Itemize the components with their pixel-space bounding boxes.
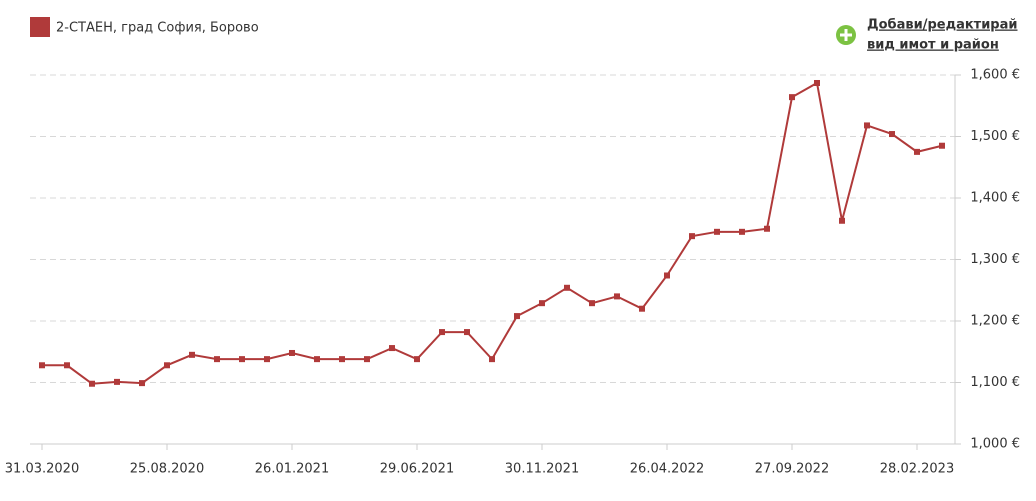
x-tick-label: 26.01.2021 xyxy=(255,462,329,477)
point xyxy=(189,351,195,358)
y-tick-label: 1,200 € xyxy=(970,314,1020,329)
point xyxy=(789,94,795,101)
point xyxy=(689,233,695,240)
y-tick-label: 1,100 € xyxy=(970,375,1020,390)
point xyxy=(889,131,895,138)
point xyxy=(589,300,595,307)
x-tick-label: 27.09.2022 xyxy=(755,462,829,477)
point xyxy=(314,356,320,363)
link-text[interactable]: вид имот и район xyxy=(867,38,999,53)
point xyxy=(64,362,70,369)
point xyxy=(764,225,770,232)
point xyxy=(564,284,570,291)
point xyxy=(814,79,820,86)
y-tick-label: 1,300 € xyxy=(970,252,1020,267)
point xyxy=(614,293,620,300)
legend-label: 2-СТАЕН, град София, Борово xyxy=(56,21,259,36)
point xyxy=(339,356,345,363)
point xyxy=(839,217,845,224)
add-icon-plus xyxy=(840,29,852,41)
series-line xyxy=(42,81,943,385)
point xyxy=(214,356,220,363)
x-tick-label: 31.03.2020 xyxy=(5,462,79,477)
y-tick-label: 1,400 € xyxy=(970,191,1020,206)
legend-swatch xyxy=(30,17,50,37)
point xyxy=(914,148,920,155)
point xyxy=(139,380,145,387)
point xyxy=(414,356,420,363)
link-text[interactable]: Добави/редактирай xyxy=(867,18,1018,33)
point xyxy=(489,356,495,363)
point xyxy=(114,378,120,385)
point xyxy=(639,305,645,312)
y-tick-label: 1,600 € xyxy=(970,68,1020,83)
point xyxy=(539,300,545,307)
point xyxy=(264,356,270,363)
x-tick-label: 28.02.2023 xyxy=(880,462,954,477)
point xyxy=(39,362,45,369)
point xyxy=(864,122,870,129)
point xyxy=(89,380,95,387)
x-tick-label: 26.04.2022 xyxy=(630,462,704,477)
add-link[interactable]: Добави/редактирай вид имот и район xyxy=(836,18,1018,53)
point xyxy=(289,349,295,356)
point xyxy=(439,329,445,336)
y-tick-label: 1,500 € xyxy=(970,129,1020,144)
point xyxy=(939,142,945,149)
point xyxy=(364,356,370,363)
x-tick-label: 29.06.2021 xyxy=(380,462,454,477)
y-tick-label: 1,000 € xyxy=(970,437,1020,452)
point xyxy=(239,356,245,363)
point xyxy=(514,313,520,320)
x-tick-label: 25.08.2020 xyxy=(130,462,204,477)
point xyxy=(714,228,720,235)
point xyxy=(464,329,470,336)
point xyxy=(664,272,670,279)
x-tick-label: 30.11.2021 xyxy=(505,462,579,477)
point xyxy=(389,345,395,352)
point xyxy=(739,228,745,235)
point xyxy=(164,362,170,369)
